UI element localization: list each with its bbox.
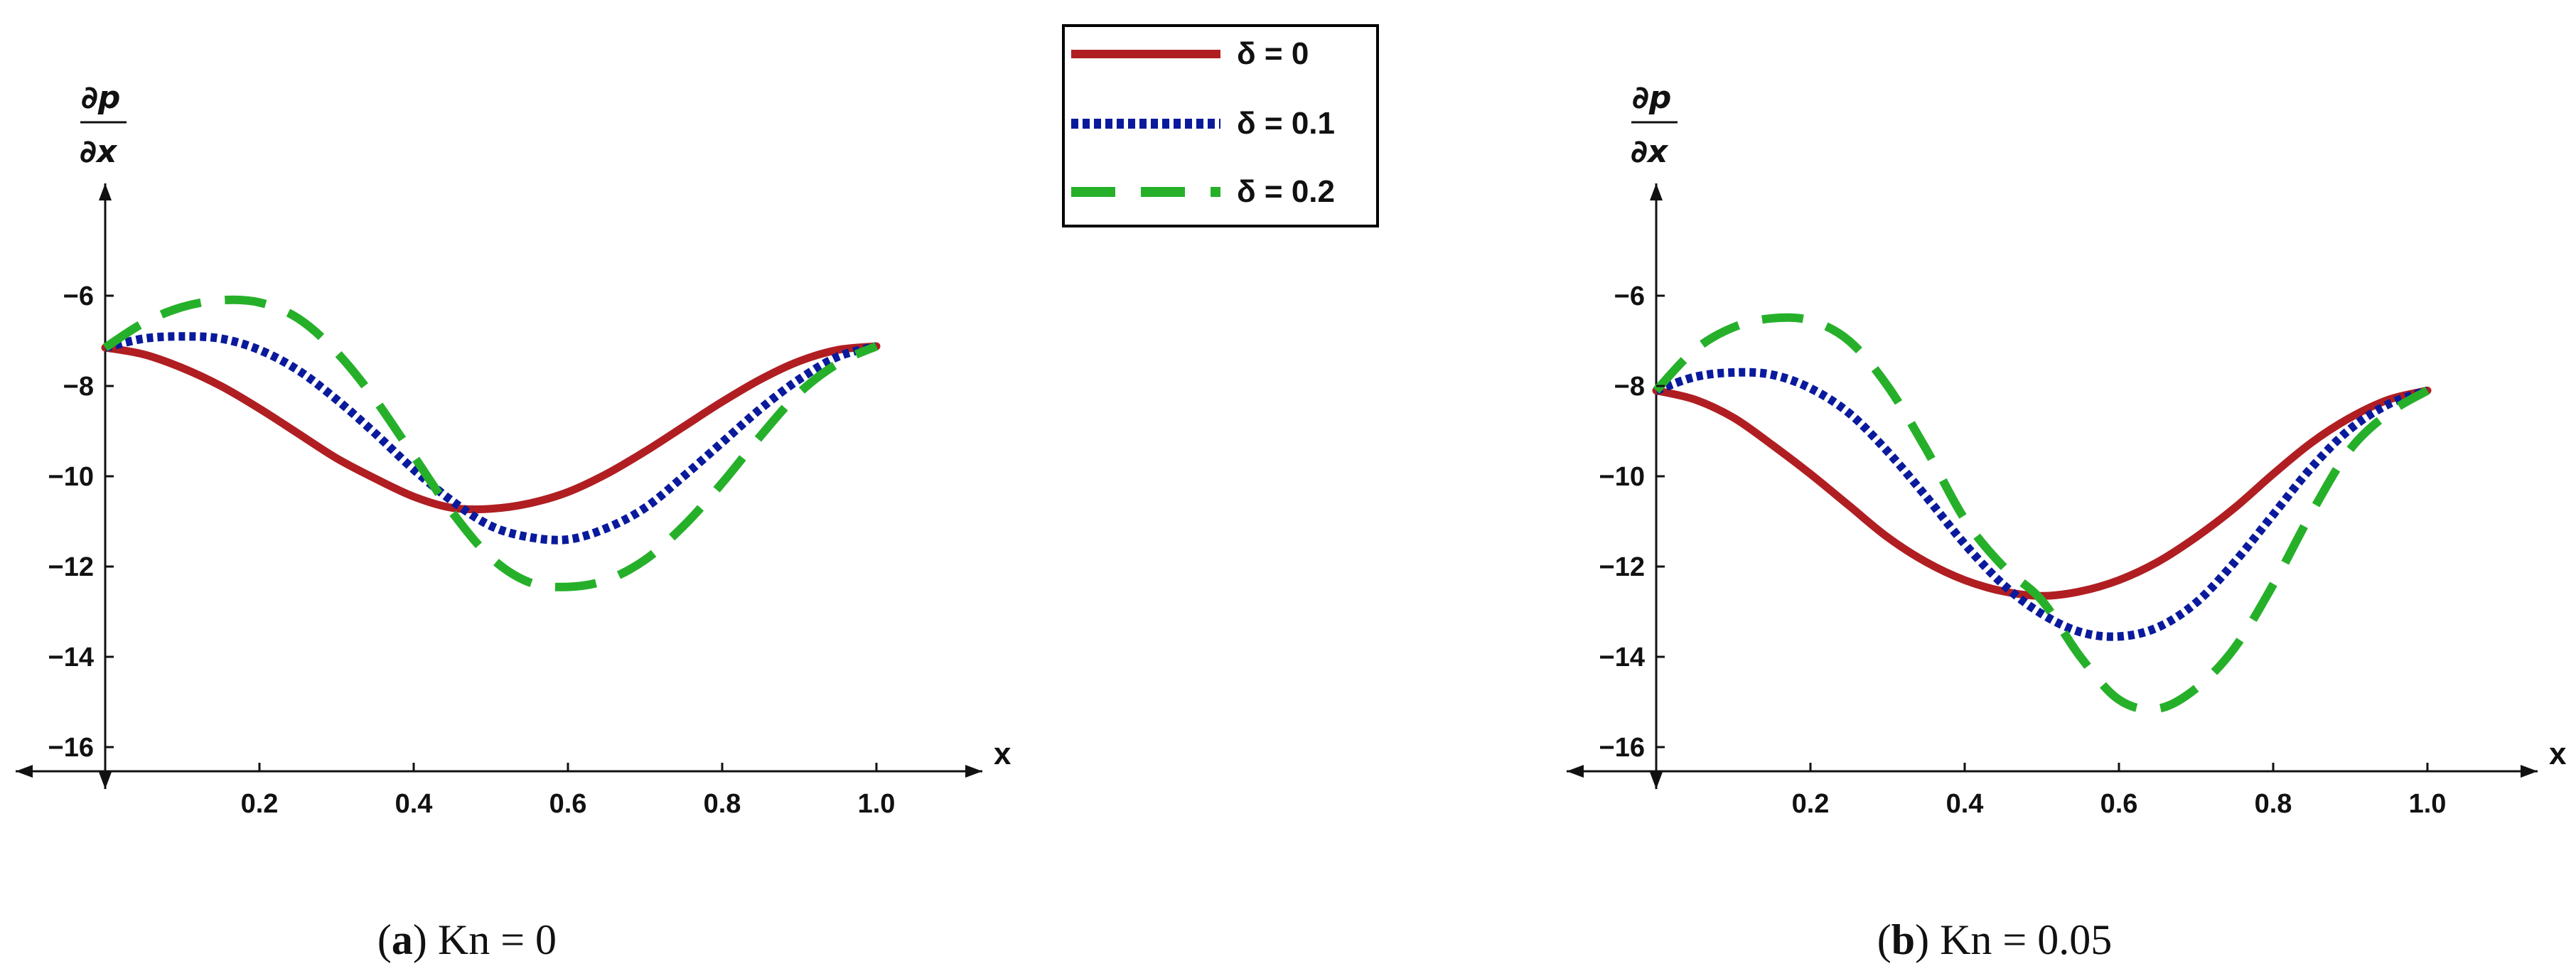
- x-axis-label: x: [994, 736, 1011, 771]
- y-tick-label: −12: [48, 552, 94, 582]
- x-tick-label: 0.6: [2100, 789, 2138, 819]
- x-axis-arrow-left: [16, 765, 33, 778]
- y-axis-label-numerator: ∂p: [1632, 80, 1671, 116]
- caption-b-letter: b: [1891, 916, 1915, 963]
- y-tick-label: −14: [48, 643, 94, 672]
- y-axis-label-denominator: ∂x: [80, 134, 118, 170]
- axes: [1567, 183, 2538, 789]
- y-tick-label: −10: [1599, 462, 1645, 492]
- legend: δ = 0 δ = 0.1 δ = 0.2: [1062, 24, 1379, 227]
- y-tick-label: −6: [63, 281, 94, 311]
- series-line-delta-2: [1653, 313, 2430, 714]
- y-axis-arrow-top: [99, 183, 112, 200]
- series-line-delta-0: [1652, 386, 2432, 600]
- y-axis-arrow-bottom: [1650, 772, 1663, 789]
- x-tick-label: 0.6: [549, 789, 587, 819]
- caption-a: (a) Kn = 0: [377, 916, 557, 963]
- legend-label-delta-0: δ = 0: [1237, 36, 1309, 71]
- x-tick-label: 1.0: [858, 789, 896, 819]
- y-tick-label: −16: [1599, 733, 1645, 763]
- y-tick-label: −16: [48, 733, 94, 763]
- caption-a-text: Kn = 0: [438, 916, 557, 963]
- series-line-delta-0: [101, 342, 881, 514]
- y-tick-labels: −6 −8 −10 −12 −14 −16: [1599, 281, 1665, 763]
- caption-b-text: Kn = 0.05: [1940, 916, 2112, 963]
- series-line-delta-1: [1654, 368, 2429, 641]
- y-tick-label: −12: [1599, 552, 1645, 582]
- y-axis-arrow-bottom: [99, 772, 112, 789]
- x-tick-label: 0.8: [704, 789, 741, 819]
- x-axis-arrow-right: [965, 765, 982, 778]
- y-tick-label: −14: [1599, 643, 1645, 672]
- y-axis-label-denominator: ∂x: [1631, 134, 1669, 170]
- x-axis-arrow-right: [2521, 765, 2538, 778]
- y-axis-label-numerator: ∂p: [81, 80, 120, 116]
- legend-label-delta-0-2: δ = 0.2: [1237, 174, 1335, 209]
- chart-panel-a: −6 −8 −10 −12 −14 −16 0.2 0.4 0.6 0.8 1.0 x ∂p ∂x…: [16, 80, 1011, 963]
- caption-a-letter: a: [392, 916, 413, 963]
- y-tick-label: −6: [1614, 281, 1645, 311]
- y-axis-arrow-top: [1650, 183, 1663, 200]
- x-tick-labels: 0.2 0.4 0.6 0.8 1.0: [1792, 763, 2447, 819]
- series-lines: [101, 295, 881, 591]
- legend-label-delta-0-1: δ = 0.1: [1237, 106, 1335, 141]
- y-tick-label: −10: [48, 462, 94, 492]
- y-tick-label: −8: [1614, 372, 1645, 402]
- x-tick-label: 0.2: [241, 789, 279, 819]
- x-axis-label: x: [2549, 736, 2567, 771]
- x-tick-label: 1.0: [2409, 789, 2447, 819]
- x-tick-labels: 0.2 0.4 0.6 0.8 1.0: [241, 763, 896, 819]
- axes: [16, 183, 982, 789]
- x-tick-label: 0.4: [1946, 789, 1984, 819]
- y-tick-label: −8: [63, 372, 94, 402]
- series-lines: [1652, 313, 2432, 714]
- caption-b: (b) Kn = 0.05: [1877, 916, 2113, 963]
- x-tick-label: 0.2: [1792, 789, 1830, 819]
- x-tick-label: 0.4: [395, 789, 433, 819]
- x-tick-label: 0.8: [2255, 789, 2292, 819]
- y-tick-labels: −6 −8 −10 −12 −14 −16: [48, 281, 114, 763]
- series-line-delta-1: [104, 332, 878, 545]
- chart-panel-b: −6 −8 −10 −12 −14 −16 0.2 0.4 0.6 0.8 1.0 x ∂p ∂x…: [1567, 80, 2567, 963]
- series-line-delta-2: [102, 295, 879, 591]
- x-axis-arrow-left: [1567, 765, 1584, 778]
